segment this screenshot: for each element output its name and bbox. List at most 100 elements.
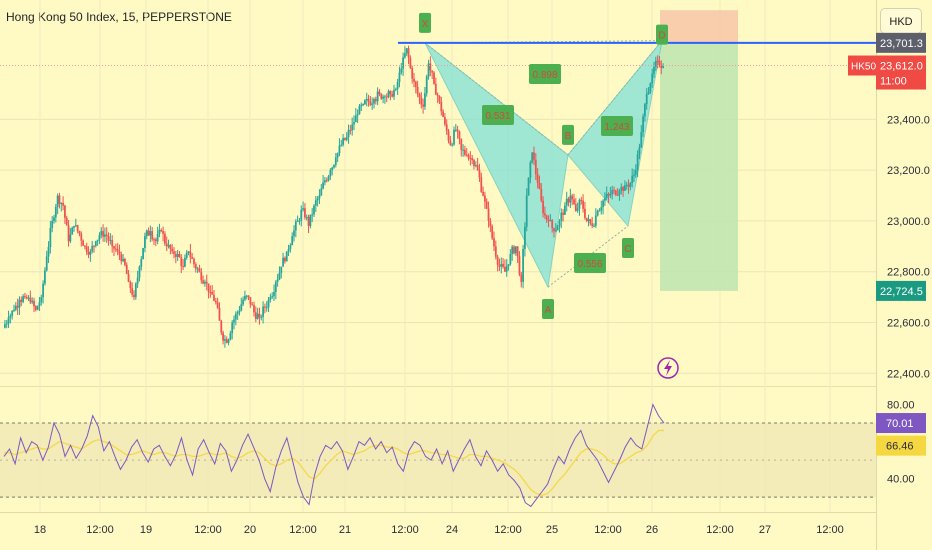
candle-body (58, 195, 61, 204)
time-axis-tick: 26 (646, 524, 658, 536)
price-axis-divider (876, 0, 877, 550)
pattern-xab (424, 42, 569, 289)
candle-body (436, 94, 439, 96)
time-axis-tick: 12:00 (86, 524, 114, 536)
candle-body (578, 199, 581, 209)
candle-body (594, 215, 597, 226)
price-axis-tick: 22,600.0 (887, 318, 930, 330)
candle-body (278, 272, 281, 280)
candle-body (453, 129, 455, 145)
candle-body (478, 170, 481, 178)
time-axis-tick: 19 (140, 524, 152, 536)
candle-body (273, 292, 275, 297)
candle-body (540, 188, 543, 201)
candle-body (131, 288, 134, 295)
candle-body (189, 251, 192, 258)
candle-body (473, 159, 475, 166)
candle-body (89, 251, 92, 255)
price-axis-tick: 22,800.0 (887, 267, 930, 279)
candle-body (467, 154, 470, 159)
candle-body (144, 236, 146, 249)
candle-body (196, 268, 199, 270)
candle-body (454, 129, 457, 131)
candle-body (56, 195, 59, 207)
pattern-point-label: C (624, 244, 631, 255)
candle-body (640, 132, 643, 148)
candle-body (253, 304, 255, 313)
candle-body (265, 307, 268, 309)
candle-body (85, 246, 88, 252)
time-axis-tick: 12:00 (706, 524, 734, 536)
candle-body (476, 165, 479, 171)
candle-body (567, 198, 570, 203)
candle-body (78, 231, 81, 234)
candle-body (382, 96, 384, 99)
candle-body (53, 217, 55, 221)
candle-body (544, 213, 546, 216)
candle-body (529, 162, 532, 178)
pattern-point-bg (419, 12, 431, 33)
ratio-label: 0.531 (485, 111, 510, 122)
candle-body (525, 195, 528, 227)
candle-body (87, 251, 90, 255)
candle-body (134, 283, 137, 298)
candle-body (411, 67, 414, 79)
candle-body (560, 212, 563, 221)
candle-body (445, 124, 448, 131)
candle-body (313, 205, 315, 215)
candle-body (14, 305, 17, 310)
candle-body (367, 98, 370, 102)
candle-body (256, 313, 259, 319)
candle-body (114, 248, 117, 250)
candle-body (224, 339, 226, 341)
candle-body (602, 200, 604, 208)
candle-body (304, 208, 306, 218)
candle-body (334, 157, 337, 165)
candle-body (553, 228, 555, 232)
time-axis: 18 12:00 19 12:00 20 12:00 21 12:00 24 12:00 25 12:… (34, 524, 844, 536)
candle-body (587, 219, 590, 221)
candle-body (156, 233, 159, 242)
candle-body (327, 176, 330, 181)
candle-body (396, 82, 399, 89)
candle-body (165, 243, 168, 247)
candle-body (280, 266, 283, 273)
candle-body (291, 236, 294, 246)
pattern-point-label: A (545, 305, 552, 316)
pattern-point-bg (622, 238, 634, 259)
time-axis-tick: 25 (546, 524, 558, 536)
candle-body (489, 220, 492, 227)
candle-body (340, 144, 343, 146)
pattern-labels: X A B C D 0.898 0.531 0.556 1.243 (419, 12, 668, 319)
candle-body (354, 115, 357, 123)
ratio-label: 0.898 (532, 70, 557, 81)
candle-body (42, 283, 44, 298)
candle-body (516, 246, 519, 257)
candle-body (40, 297, 43, 303)
stop-loss-zone (660, 10, 738, 43)
candle-body (311, 214, 314, 216)
candle-body (531, 152, 534, 163)
ratio-label: 0.556 (577, 259, 602, 270)
candle-body (231, 322, 234, 334)
candle-body (27, 297, 30, 299)
candle-body (545, 215, 548, 220)
pane-divider[interactable] (0, 386, 876, 387)
candle-body (625, 184, 628, 186)
candles (4, 45, 664, 348)
candle-body (287, 249, 290, 252)
candle-body (547, 219, 550, 221)
candle-body (305, 217, 308, 219)
candle-body (294, 221, 297, 231)
candle-body (413, 78, 415, 82)
candle-body (542, 200, 544, 214)
candle-body (187, 251, 190, 253)
time-axis-tick: 12:00 (289, 524, 317, 536)
candle-body (429, 63, 432, 71)
candle-body (284, 257, 286, 262)
candle-body (67, 225, 70, 242)
candle-body (656, 60, 659, 62)
candle-body (174, 253, 177, 257)
candle-body (393, 89, 395, 97)
